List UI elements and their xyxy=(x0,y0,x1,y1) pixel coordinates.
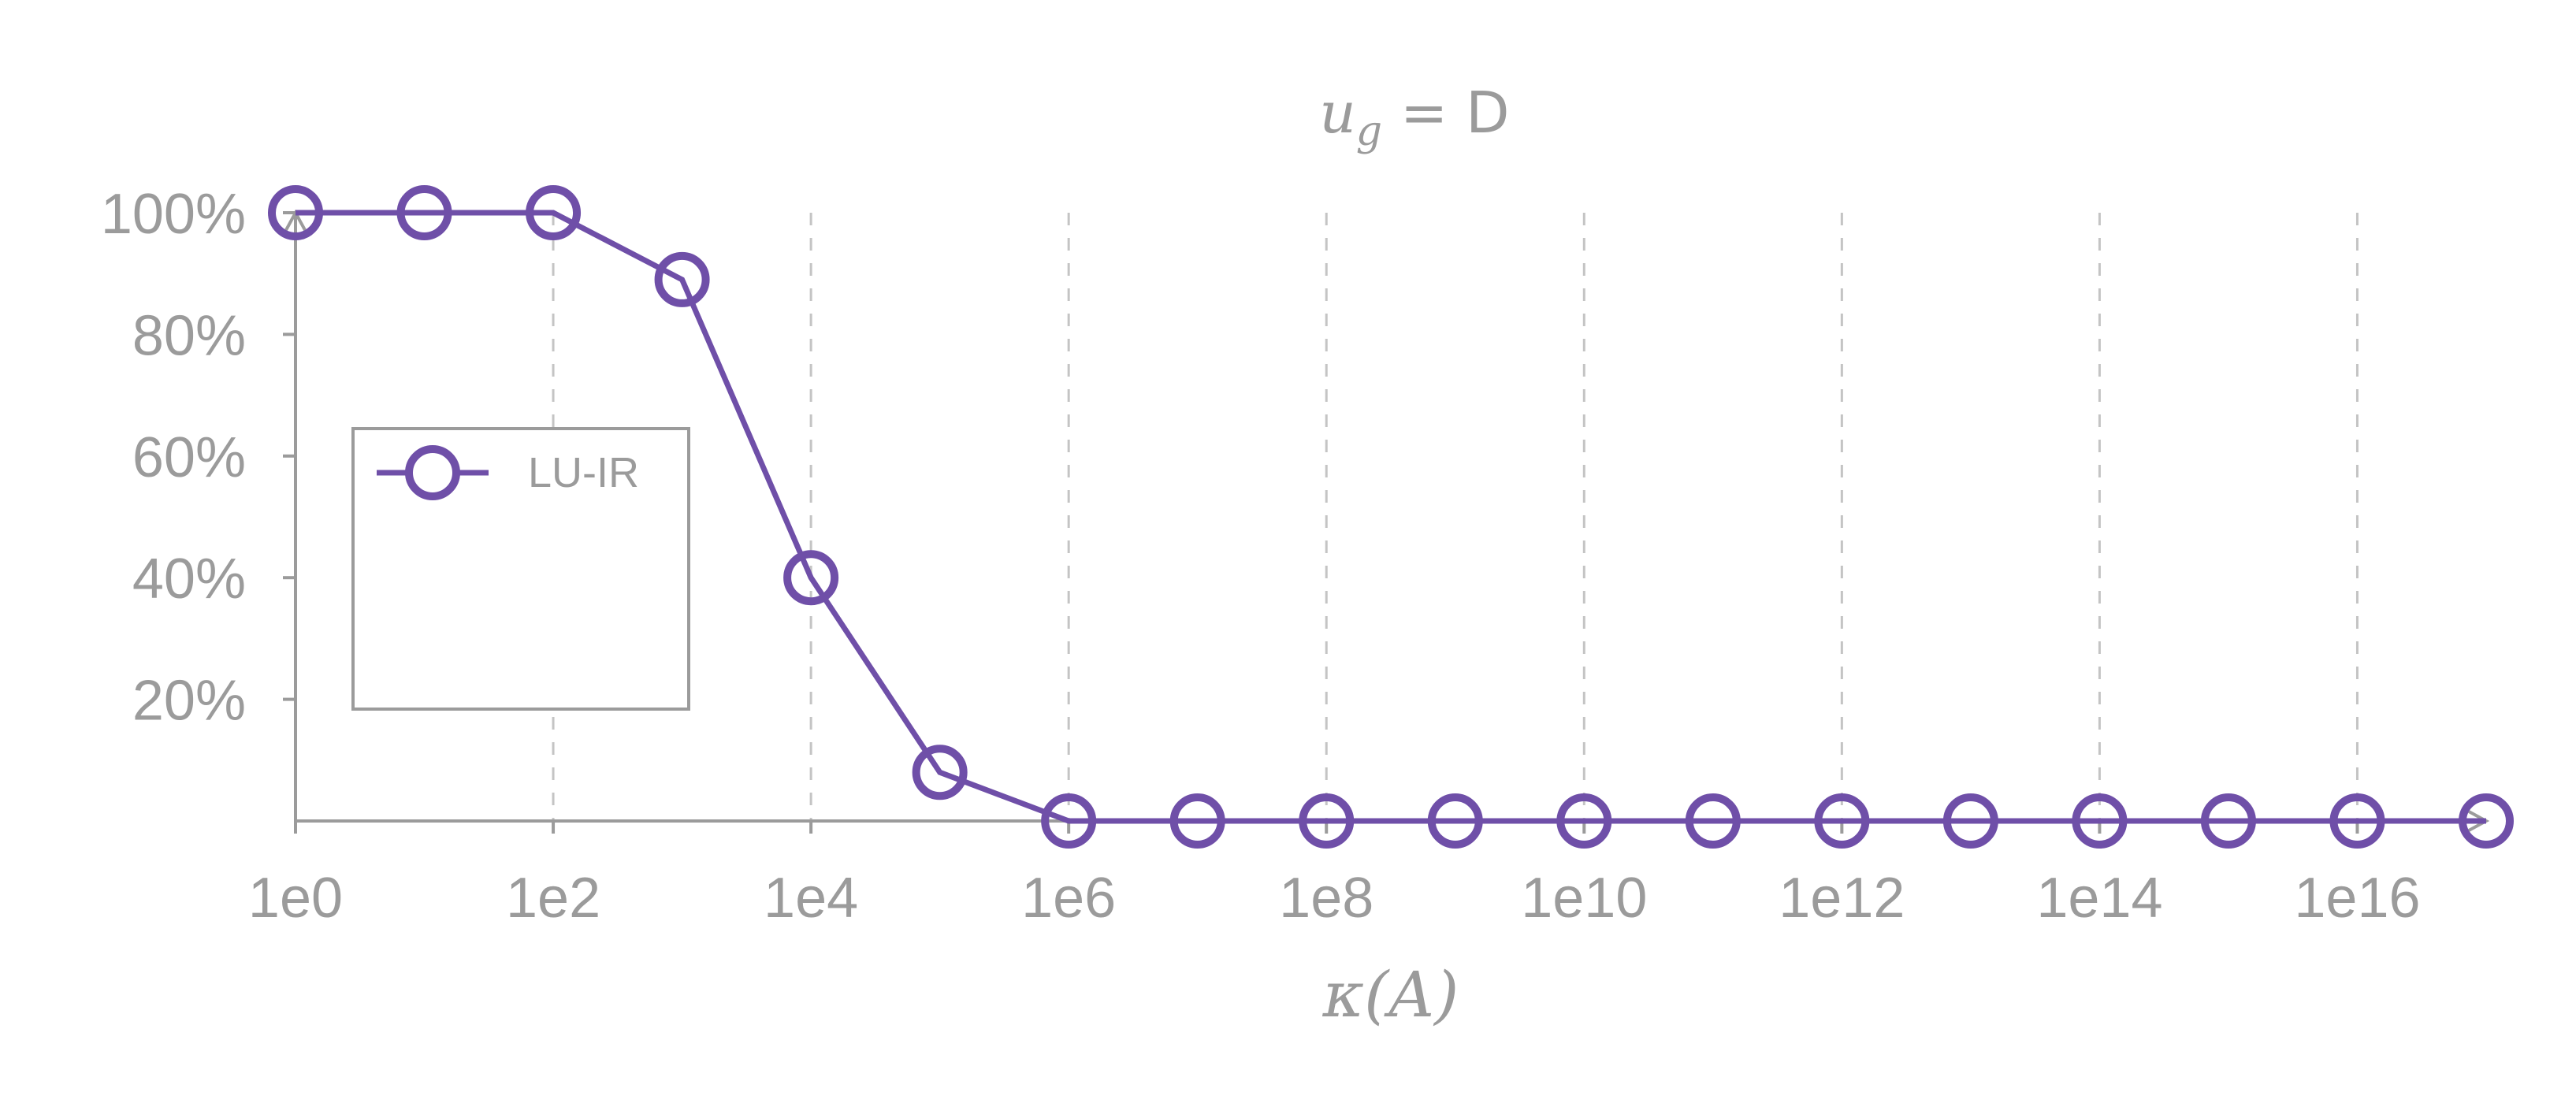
data-point xyxy=(2459,793,2514,849)
legend: LU-IR xyxy=(351,427,690,711)
data-point xyxy=(2329,793,2385,849)
data-point xyxy=(2072,793,2128,849)
data-point xyxy=(912,745,968,800)
y-tick-label: 40% xyxy=(132,548,246,611)
data-point xyxy=(1814,793,1870,849)
data-point xyxy=(1169,793,1225,849)
tick-labels: 1e0 1e2 1e4 1e6 1e8 1e10 1e12 1e14 1e16 20% 40% 60%… xyxy=(101,183,2421,930)
data-point xyxy=(1041,793,1097,849)
x-tick-label: 1e14 xyxy=(2036,867,2162,930)
data-point xyxy=(1556,793,1612,849)
x-tick-label: 1e8 xyxy=(1279,867,1373,930)
legend-marker-swatch xyxy=(405,445,460,500)
y-tick-label: 60% xyxy=(132,426,246,489)
x-tick-label: 1e10 xyxy=(1521,867,1647,930)
grid-lines xyxy=(552,213,2359,821)
data-point xyxy=(783,550,839,606)
legend-label: LU-IR xyxy=(528,449,639,496)
x-tick-label: 1e2 xyxy=(506,867,600,930)
y-tick-label: 20% xyxy=(132,670,246,733)
series-layer xyxy=(268,185,2514,849)
data-point xyxy=(2200,793,2256,849)
y-tick-label: 80% xyxy=(132,304,246,367)
x-tick-label: 1e12 xyxy=(1779,867,1905,930)
data-point xyxy=(1942,793,1998,849)
x-tick-label: 1e0 xyxy=(248,867,343,930)
y-tick-label: 100% xyxy=(101,183,246,246)
x-tick-label: 1e4 xyxy=(764,867,858,930)
data-point xyxy=(396,185,452,240)
data-point xyxy=(1299,793,1355,849)
x-tick-label: 1e6 xyxy=(1021,867,1116,930)
x-tick-label: 1e16 xyxy=(2294,867,2420,930)
chart-title: ug = D xyxy=(1319,80,1509,155)
data-point xyxy=(526,185,582,240)
data-point xyxy=(1685,793,1741,849)
data-point xyxy=(1427,793,1483,849)
x-axis-label: κ(A) xyxy=(1322,958,1459,1031)
data-point xyxy=(654,251,710,307)
data-point xyxy=(268,185,323,240)
